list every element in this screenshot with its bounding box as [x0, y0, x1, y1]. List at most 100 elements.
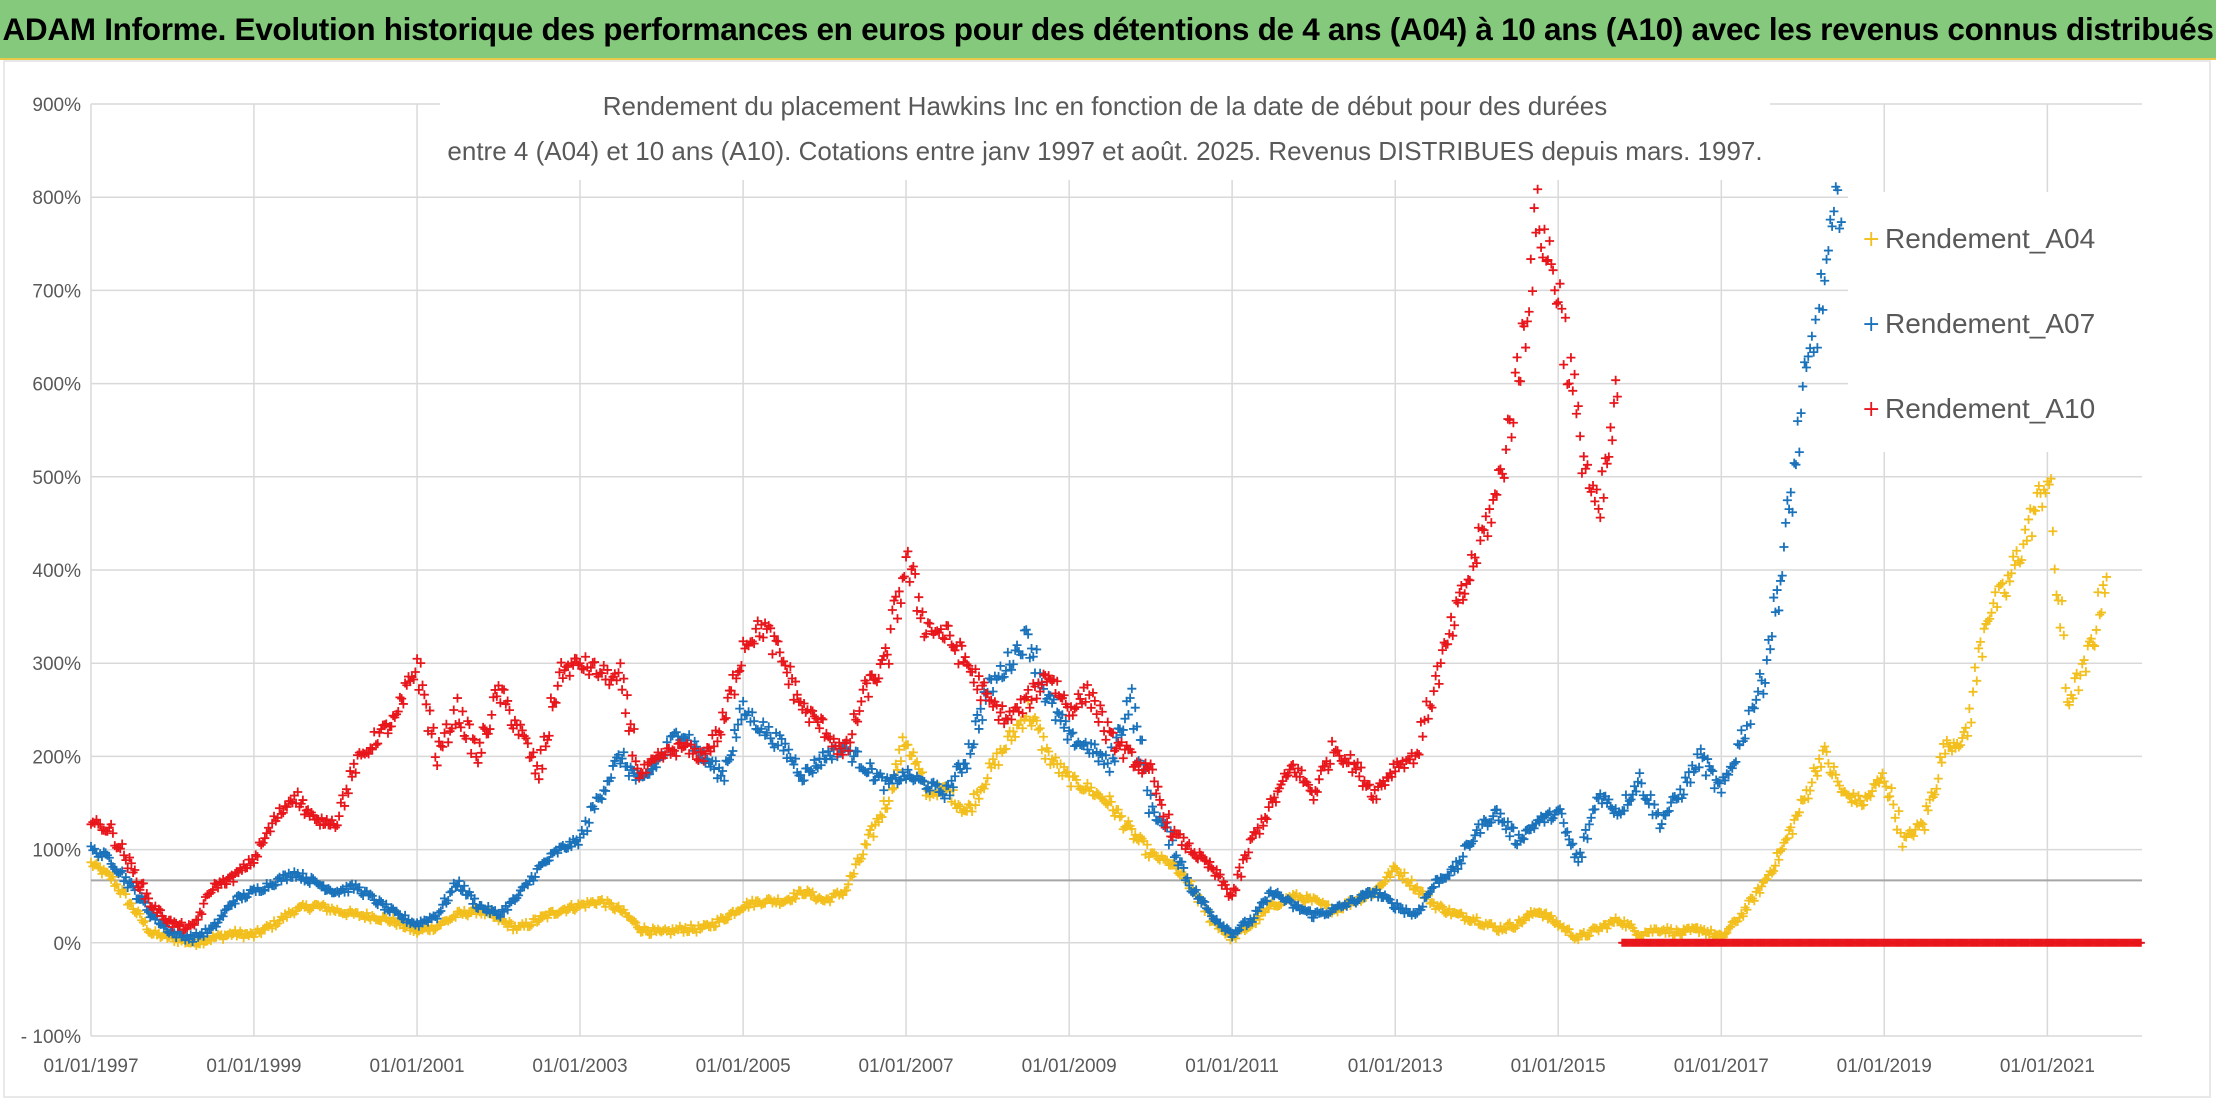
data-point	[1399, 868, 1409, 878]
data-point	[789, 759, 799, 769]
data-point	[2061, 683, 2071, 693]
data-point	[1108, 728, 1118, 738]
data-point	[1130, 703, 1140, 713]
data-point	[1820, 276, 1830, 286]
data-point	[443, 895, 453, 905]
data-point	[1724, 924, 1734, 934]
data-point	[438, 742, 448, 752]
data-point	[1453, 864, 1463, 874]
data-point	[1132, 722, 1142, 732]
data-point	[1564, 924, 1574, 934]
data-point	[721, 713, 731, 723]
data-point	[108, 872, 118, 882]
y-tick-label: 900%	[32, 95, 81, 116]
data-point	[950, 645, 960, 655]
data-point	[790, 754, 800, 764]
data-point	[1715, 778, 1725, 788]
data-point	[1770, 861, 1780, 871]
data-point	[1414, 750, 1424, 760]
data-point	[1027, 643, 1037, 653]
data-point	[544, 855, 554, 865]
data-point	[994, 715, 1004, 725]
data-point	[2022, 536, 2032, 546]
data-point	[1399, 763, 1409, 773]
data-point	[606, 773, 616, 783]
data-point	[1782, 495, 1792, 505]
data-point	[436, 906, 446, 916]
data-point	[919, 776, 929, 786]
data-point	[856, 696, 866, 706]
data-point	[1407, 875, 1417, 885]
data-point	[1070, 704, 1080, 714]
data-point	[1018, 723, 1028, 733]
data-point	[1816, 762, 1826, 772]
data-point	[789, 695, 799, 705]
data-point	[1696, 744, 1706, 754]
data-point	[688, 749, 698, 759]
data-point	[1271, 797, 1281, 807]
data-point	[1179, 863, 1189, 873]
data-point	[790, 677, 800, 687]
data-point	[1550, 285, 1560, 295]
data-point	[925, 619, 935, 629]
data-point	[1548, 265, 1558, 275]
data-point	[1212, 865, 1222, 875]
data-point	[1427, 883, 1437, 893]
data-point	[470, 894, 480, 904]
data-point	[2088, 640, 2098, 650]
data-point	[1516, 376, 1526, 386]
data-point	[1964, 704, 1974, 714]
data-point	[1274, 783, 1284, 793]
data-point	[884, 796, 894, 806]
data-point	[1888, 799, 1898, 809]
data-point	[1111, 732, 1121, 742]
data-point	[892, 765, 902, 775]
data-point	[957, 641, 967, 651]
data-point	[1812, 771, 1822, 781]
data-point	[1751, 695, 1761, 705]
data-point	[887, 605, 897, 615]
data-point	[1431, 671, 1441, 681]
data-point	[1486, 518, 1496, 528]
data-point	[631, 756, 641, 766]
legend-label-a07: Rendement_A07	[1885, 308, 2095, 339]
data-point	[838, 750, 848, 760]
data-point	[2102, 572, 2112, 582]
data-point	[1437, 902, 1447, 912]
data-point	[862, 840, 872, 850]
data-point	[1495, 809, 1505, 819]
data-point	[825, 897, 835, 907]
data-point	[115, 844, 125, 854]
data-point	[626, 719, 636, 729]
data-point	[265, 826, 275, 836]
data-point	[298, 868, 308, 878]
data-point	[1562, 827, 1572, 837]
data-point	[1606, 802, 1616, 812]
data-point	[1985, 614, 1995, 624]
data-point	[735, 704, 745, 714]
data-point	[1075, 694, 1085, 704]
data-point	[95, 820, 105, 830]
data-point	[726, 750, 736, 760]
data-point	[945, 631, 955, 641]
data-point	[517, 725, 527, 735]
data-point	[177, 918, 187, 928]
data-point	[1755, 669, 1765, 679]
data-point	[767, 649, 777, 659]
data-point	[1546, 259, 1556, 269]
data-point	[718, 708, 728, 718]
data-point	[1028, 652, 1038, 662]
data-point	[707, 730, 717, 740]
data-point	[1777, 571, 1787, 581]
data-point	[1829, 762, 1839, 772]
data-point	[1458, 595, 1468, 605]
data-point	[1570, 369, 1580, 379]
chart-title-line-2: entre 4 (A04) et 10 ans (A10). Cotations…	[447, 136, 1762, 166]
data-point	[612, 675, 622, 685]
data-point	[1501, 824, 1511, 834]
data-point	[1274, 901, 1284, 911]
data-point	[104, 853, 114, 863]
data-point	[1781, 835, 1791, 845]
data-point	[1146, 759, 1156, 769]
data-point	[1536, 811, 1546, 821]
